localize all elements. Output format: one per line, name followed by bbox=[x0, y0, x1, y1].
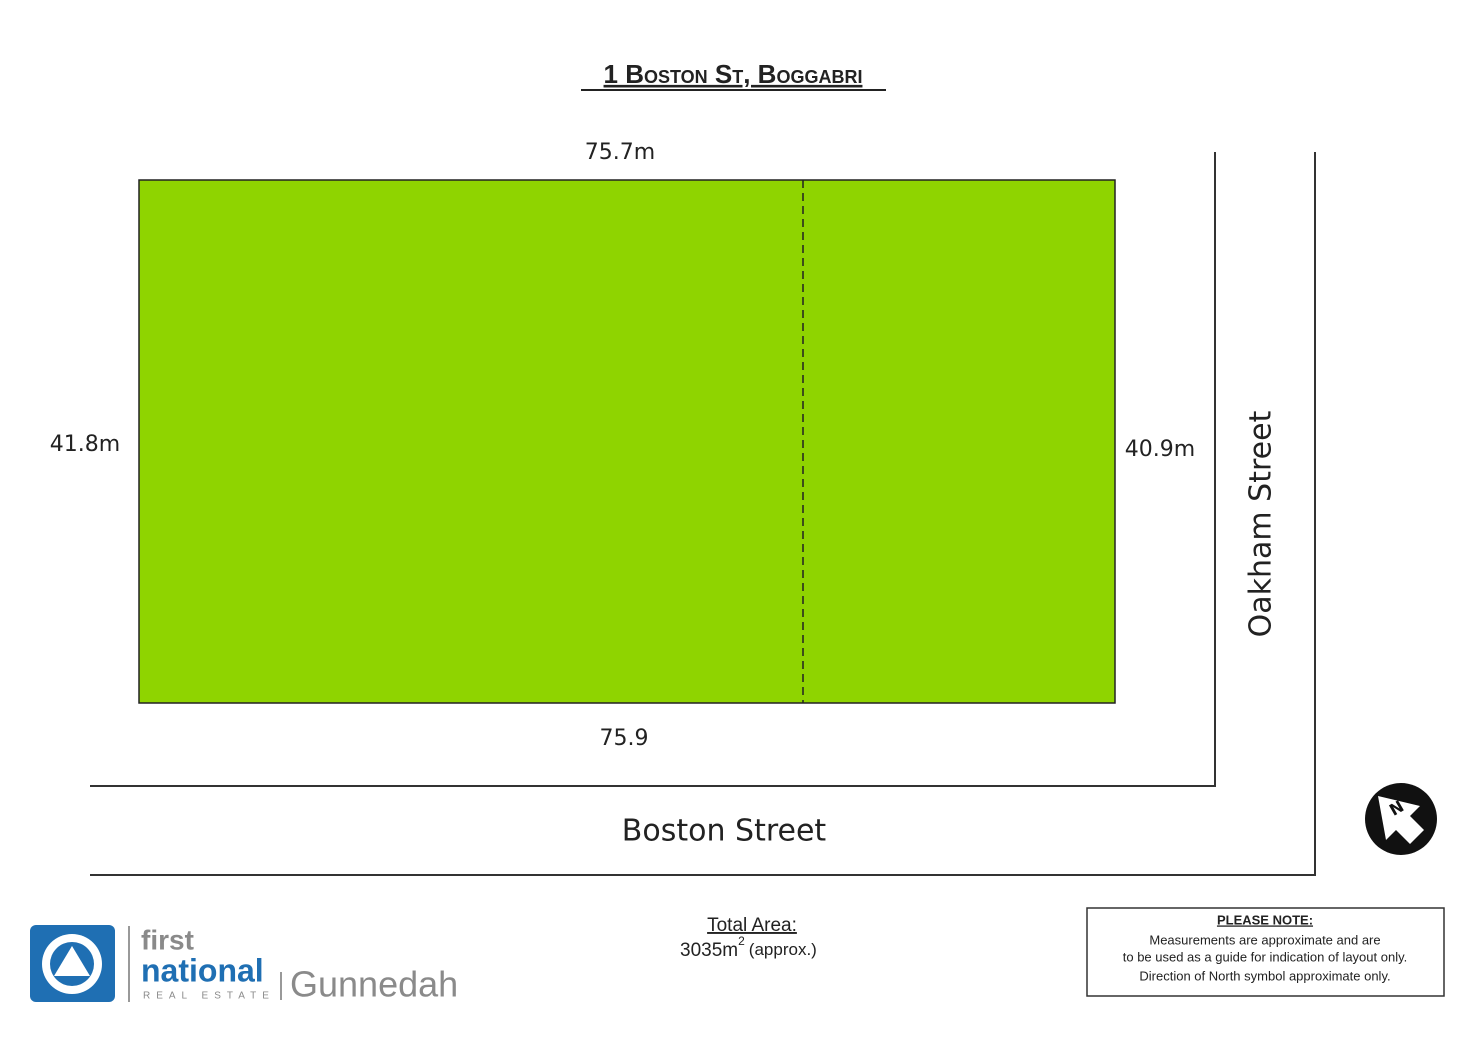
logo-first: first bbox=[141, 924, 194, 955]
lot bbox=[138, 179, 1116, 704]
bottom-length: 75.9 bbox=[600, 726, 649, 751]
logo-office: Gunnedah bbox=[290, 964, 458, 1005]
right-length: 40.9m bbox=[1125, 437, 1195, 462]
area-superscript: 2 bbox=[738, 934, 745, 948]
disclaimer-box bbox=[1086, 907, 1445, 997]
area-note: (approx.) bbox=[749, 940, 817, 959]
front-street: Boston Street bbox=[622, 814, 827, 849]
area-value: 3035m2 (approx.) bbox=[680, 934, 817, 961]
top-length: 75.7m bbox=[585, 140, 655, 165]
compass: N bbox=[1365, 783, 1437, 855]
street-lines bbox=[90, 152, 1316, 876]
disclaimer-heading: PLEASE NOTE: bbox=[1217, 912, 1313, 927]
disclaimer-line: Measurements are approximate and are bbox=[1149, 932, 1380, 947]
disclaimer-line: to be used as a guide for indication of … bbox=[1123, 949, 1408, 964]
disclaimer-line: Direction of North symbol approximate on… bbox=[1139, 968, 1390, 983]
title: 1 Boston St, Boggabri bbox=[604, 59, 863, 89]
logo-real-estate: REAL ESTATE bbox=[143, 991, 275, 1002]
logo: first national REAL ESTATE Gunnedah bbox=[30, 924, 458, 1005]
left-length: 41.8m bbox=[50, 432, 120, 457]
area-number: 3035m bbox=[680, 940, 738, 961]
area-heading: Total Area: bbox=[707, 915, 797, 936]
side-street: Oakham Street bbox=[1244, 410, 1279, 637]
logo-national: national bbox=[141, 952, 264, 988]
